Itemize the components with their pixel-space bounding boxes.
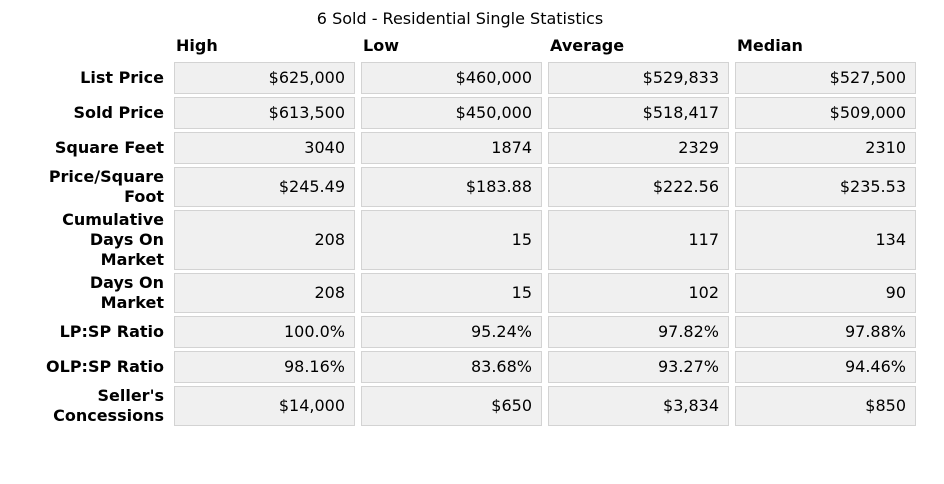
table-body: List Price $625,000 $460,000 $529,833 $5… — [12, 62, 916, 426]
row-label: LP:SP Ratio — [59, 322, 164, 341]
stat-cell: 15 — [361, 273, 542, 313]
stat-cell: 95.24% — [361, 316, 542, 348]
stat-cell: 97.82% — [548, 316, 729, 348]
column-header-average: Average — [550, 36, 625, 55]
row-label: OLP:SP Ratio — [46, 357, 164, 376]
header-row: High Low Average Median — [12, 34, 916, 59]
stat-cell: 90 — [735, 273, 916, 313]
stat-cell: $529,833 — [548, 62, 729, 94]
stat-cell: $245.49 — [174, 167, 355, 207]
row-label: Price/Square Foot — [48, 167, 164, 206]
stat-cell: $460,000 — [361, 62, 542, 94]
stat-cell: 208 — [174, 273, 355, 313]
stat-cell: $3,834 — [548, 386, 729, 426]
stat-cell: 100.0% — [174, 316, 355, 348]
row-label: Cumulative Days On Market — [62, 210, 164, 269]
stat-cell: 3040 — [174, 132, 355, 164]
column-header-low: Low — [363, 36, 399, 55]
header-corner-spacer — [12, 34, 168, 59]
stat-cell: 98.16% — [174, 351, 355, 383]
table-header: High Low Average Median — [12, 34, 916, 59]
statistics-table: High Low Average Median List Price $625,… — [6, 31, 922, 429]
stat-cell: $613,500 — [174, 97, 355, 129]
table-row-square-feet: Square Feet 3040 1874 2329 2310 — [12, 132, 916, 164]
stat-cell: $625,000 — [174, 62, 355, 94]
report-title: 6 Sold - Residential Single Statistics — [316, 9, 604, 28]
stat-cell: $518,417 — [548, 97, 729, 129]
stat-cell: $850 — [735, 386, 916, 426]
table-row-sold-price: Sold Price $613,500 $450,000 $518,417 $5… — [12, 97, 916, 129]
stat-cell: 83.68% — [361, 351, 542, 383]
stat-cell: 97.88% — [735, 316, 916, 348]
stat-cell: 2329 — [548, 132, 729, 164]
stat-cell: $235.53 — [735, 167, 916, 207]
stat-cell: 134 — [735, 210, 916, 270]
stat-cell: 15 — [361, 210, 542, 270]
column-header-median: Median — [737, 36, 803, 55]
table-row-lp-sp-ratio: LP:SP Ratio 100.0% 95.24% 97.82% 97.88% — [12, 316, 916, 348]
stat-cell: $527,500 — [735, 62, 916, 94]
row-label: Seller's Concessions — [53, 386, 164, 425]
table-row-sellers-concessions: Seller's Concessions $14,000 $650 $3,834… — [12, 386, 916, 426]
row-label: Square Feet — [54, 138, 164, 157]
stat-cell: 117 — [548, 210, 729, 270]
stat-cell: 102 — [548, 273, 729, 313]
stat-cell: $14,000 — [174, 386, 355, 426]
table-row-cumulative-days-on-market: Cumulative Days On Market 208 15 117 134 — [12, 210, 916, 270]
table-row-days-on-market: Days On Market 208 15 102 90 — [12, 273, 916, 313]
row-label: List Price — [80, 68, 164, 87]
table-row-olp-sp-ratio: OLP:SP Ratio 98.16% 83.68% 93.27% 94.46% — [12, 351, 916, 383]
stat-cell: 93.27% — [548, 351, 729, 383]
table-row-list-price: List Price $625,000 $460,000 $529,833 $5… — [12, 62, 916, 94]
stat-cell: 94.46% — [735, 351, 916, 383]
stat-cell: 2310 — [735, 132, 916, 164]
stat-cell: 208 — [174, 210, 355, 270]
stat-cell: $183.88 — [361, 167, 542, 207]
table-row-price-per-square-foot: Price/Square Foot $245.49 $183.88 $222.5… — [12, 167, 916, 207]
row-label: Sold Price — [73, 103, 164, 122]
row-label: Days On Market — [89, 273, 164, 312]
stat-cell: $509,000 — [735, 97, 916, 129]
column-header-high: High — [176, 36, 218, 55]
stat-cell: $650 — [361, 386, 542, 426]
stat-cell: 1874 — [361, 132, 542, 164]
stat-cell: $222.56 — [548, 167, 729, 207]
stat-cell: $450,000 — [361, 97, 542, 129]
